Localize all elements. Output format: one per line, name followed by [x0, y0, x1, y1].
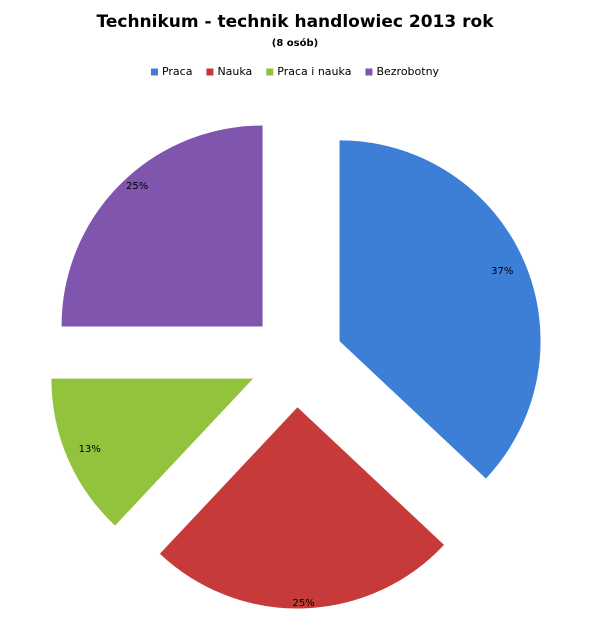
pie-slice	[159, 407, 445, 609]
legend-swatch	[266, 68, 274, 76]
pie-slice	[339, 140, 541, 479]
pie-slice	[51, 378, 254, 526]
value-label: 25%	[293, 598, 315, 609]
legend-swatch	[365, 68, 373, 76]
pie-slice	[61, 125, 263, 327]
chart-title: Technikum - technik handlowiec 2013 rok	[97, 12, 495, 32]
legend-label: Praca i nauka	[277, 65, 351, 78]
legend-label: Praca	[162, 65, 193, 78]
value-label: 25%	[126, 181, 148, 192]
legend-label: Nauka	[217, 65, 252, 78]
legend-label: Bezrobotny	[376, 65, 439, 78]
value-label: 13%	[79, 444, 101, 455]
legend-swatch	[206, 68, 214, 76]
chart-subtitle: (8 osób)	[272, 37, 318, 49]
value-label: 37%	[491, 266, 513, 277]
legend-swatch	[150, 68, 158, 76]
legend: Praca Nauka Praca i nauka Bezrobotny	[150, 65, 440, 78]
